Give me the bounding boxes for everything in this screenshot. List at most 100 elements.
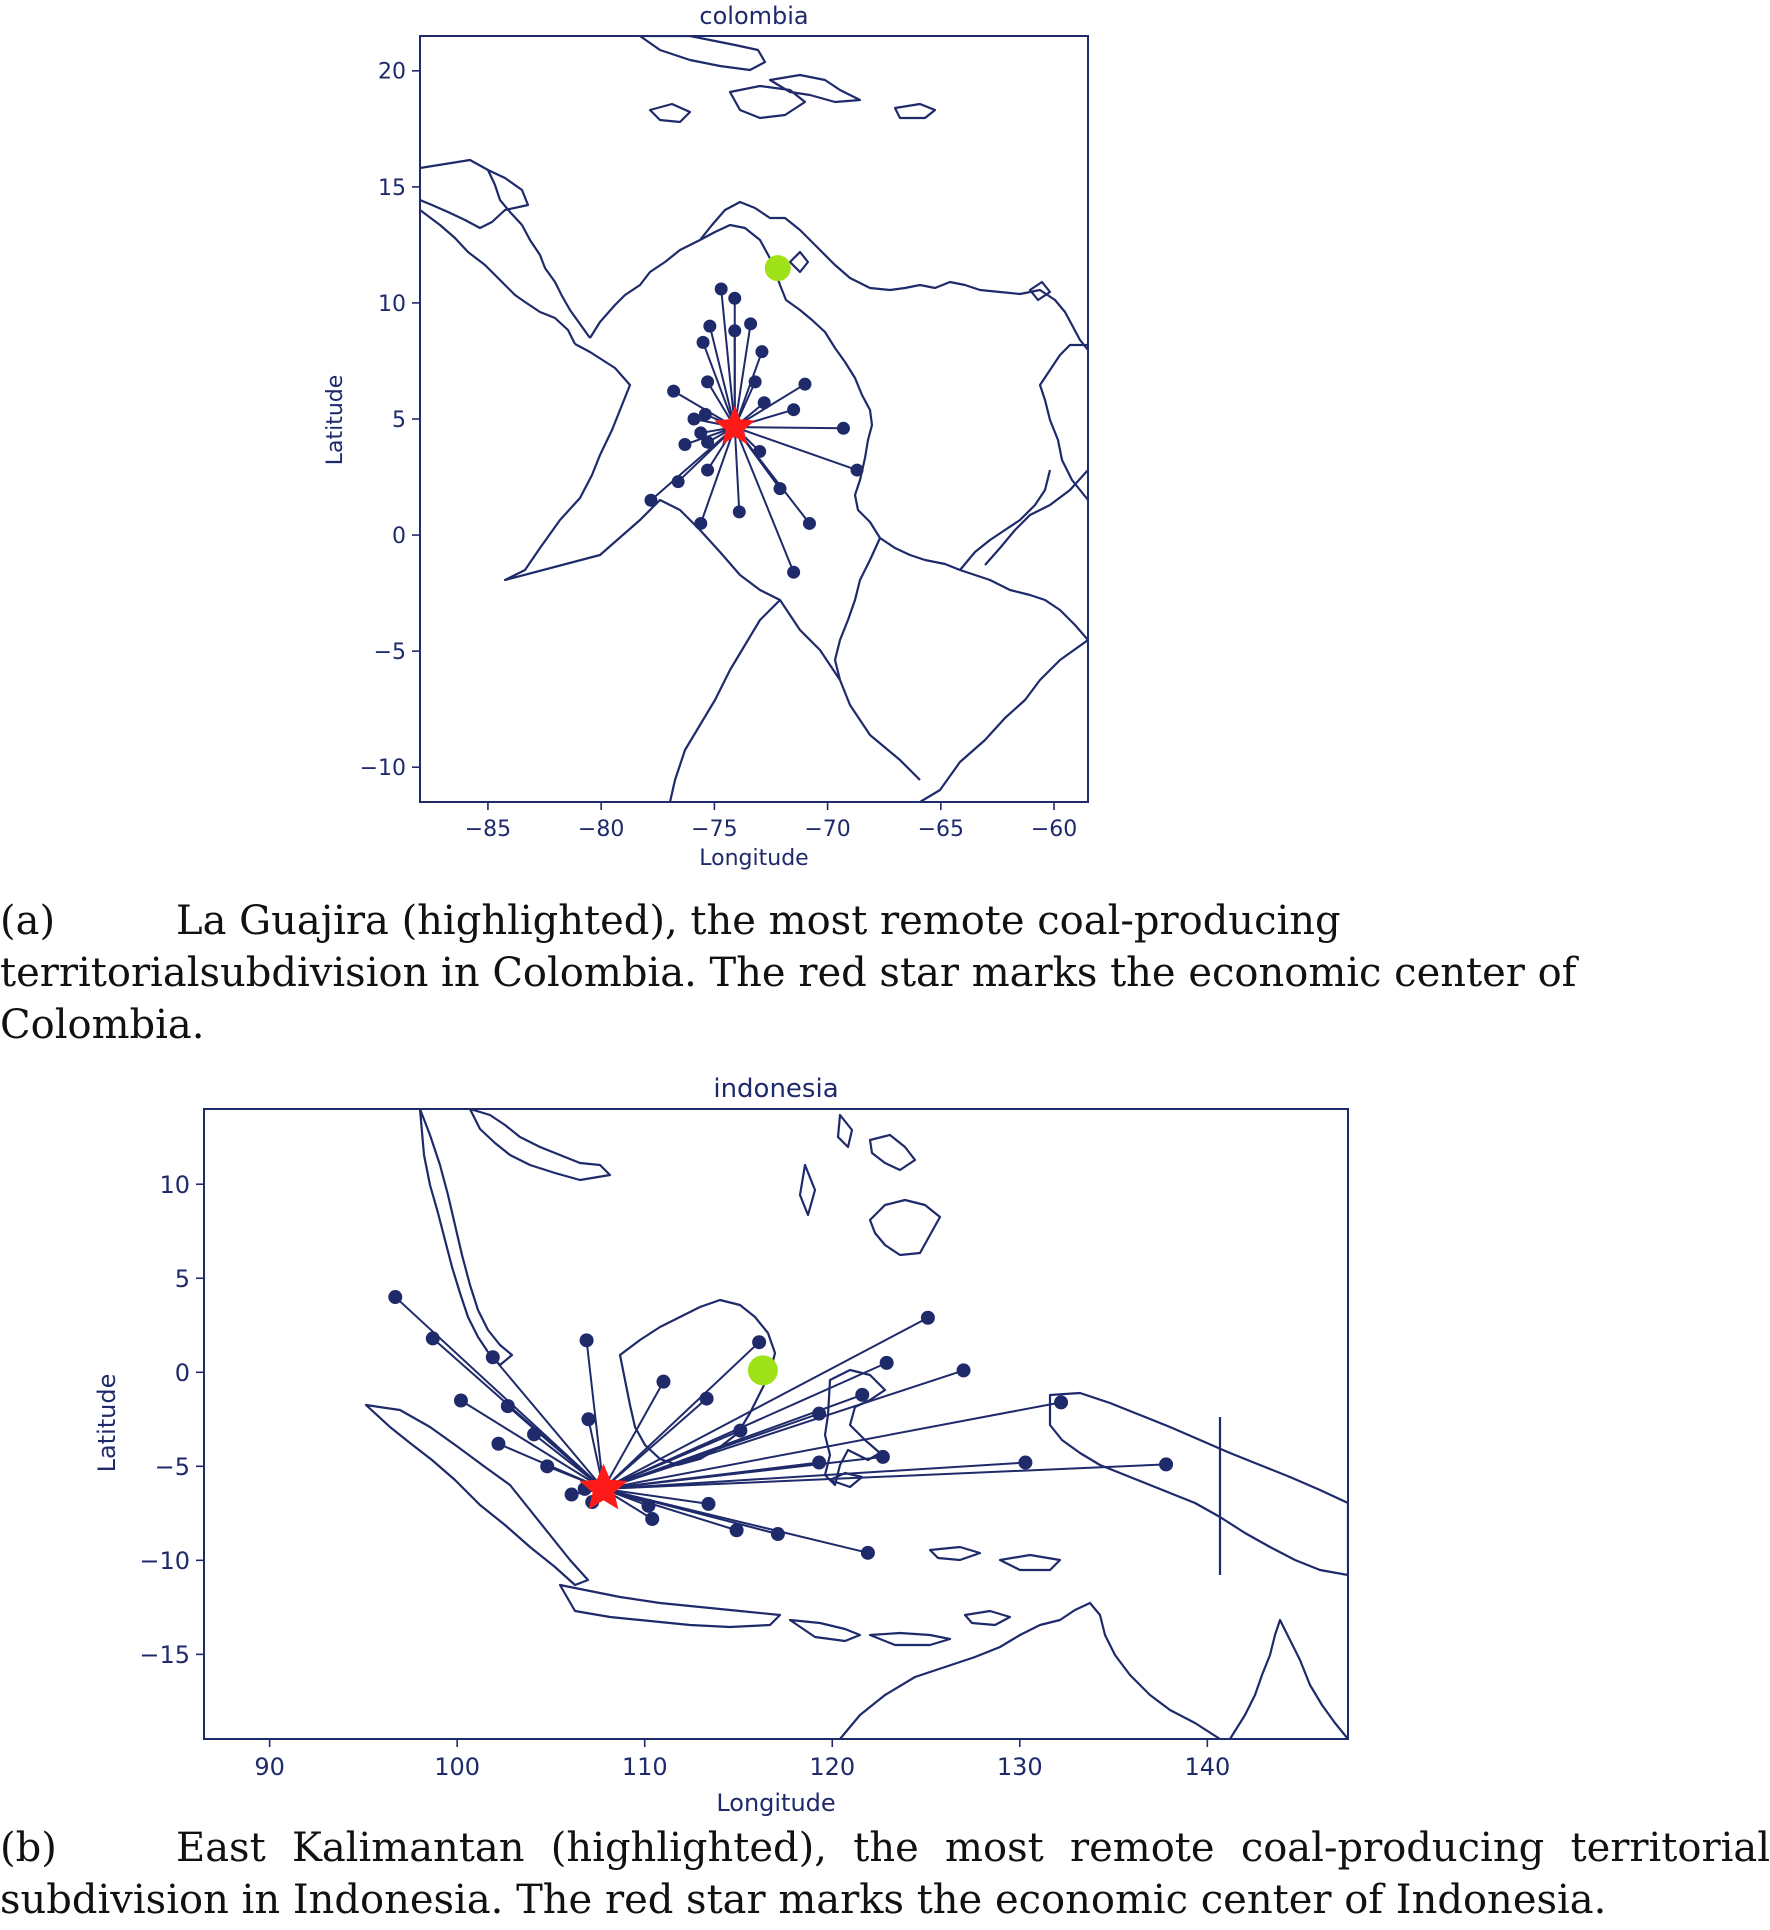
axis-ticks: −85 −80 −75 −70 −65 −60 20 15 10 5 0 −5 −10 (360, 60, 1078, 842)
y-tick-label: −15 (139, 1641, 190, 1669)
x-axis-label: Longitude (699, 846, 808, 870)
highlight-and-center-markers (579, 1355, 778, 1510)
connector-line (603, 1463, 1167, 1490)
subdivision-point (667, 384, 681, 398)
subdivision-point (485, 1350, 500, 1365)
subdivision-point (728, 291, 742, 305)
subdivision-point (744, 317, 758, 331)
subdivision-point (812, 1406, 827, 1421)
subdivision-point (770, 1527, 785, 1542)
y-tick-label: −10 (139, 1547, 190, 1575)
y-tick-label: 5 (392, 408, 406, 433)
connector-line (603, 1401, 1062, 1490)
highlight-and-center-markers (714, 255, 791, 445)
y-tick-label: −10 (360, 756, 406, 781)
y-tick-label: 5 (175, 1265, 190, 1293)
connector-lines (650, 288, 858, 573)
connector-line (733, 323, 752, 428)
x-tick-label: 100 (434, 1753, 480, 1781)
subdivision-point (812, 1455, 827, 1470)
map-figure-indonesia: 90 100 110 120 130 140 10 5 0 −5 −10 −15 indonesia … (0, 1055, 1770, 1820)
caption-b: (b) East Kalimantan (highlighted), the mo… (0, 1822, 1770, 1926)
y-tick-label: 0 (392, 524, 406, 549)
map-title: colombia (699, 2, 808, 30)
x-tick-label: 90 (254, 1753, 285, 1781)
x-tick-label: 140 (1184, 1753, 1230, 1781)
connector-line (602, 1341, 760, 1490)
subdivision-point (956, 1363, 971, 1378)
subdivision-point (728, 324, 742, 338)
map-figure-colombia: −85 −80 −75 −70 −65 −60 20 15 10 5 0 −5 −10 colombia… (0, 0, 1770, 870)
subdivision-point (729, 1523, 744, 1538)
y-tick-label: −5 (374, 640, 406, 665)
y-tick-label: 0 (175, 1359, 190, 1387)
connector-line (603, 1487, 737, 1532)
connector-line (603, 1487, 869, 1554)
subdivision-point (644, 493, 658, 507)
x-tick-label: 110 (622, 1753, 668, 1781)
x-tick-label: −70 (804, 817, 850, 842)
subdivision-point (701, 1496, 716, 1511)
subdivision-point (855, 1387, 870, 1402)
connector-line (702, 342, 736, 428)
subdivision-point (850, 463, 864, 477)
subdivision-point (802, 516, 816, 530)
connector-line (734, 426, 858, 472)
subdivision-point (787, 403, 801, 417)
subdivision-point (752, 1335, 767, 1350)
subdivision-point (491, 1436, 506, 1451)
y-axis-label: Latitude (93, 1374, 121, 1473)
caption-label: (b) (0, 1825, 57, 1871)
connector-line (585, 1340, 605, 1489)
y-tick-label: 20 (378, 60, 406, 85)
subdivision-point (678, 438, 692, 452)
subdivision-point (748, 375, 762, 389)
x-tick-label: −65 (918, 817, 964, 842)
x-tick-label: −80 (578, 817, 624, 842)
x-tick-label: 130 (997, 1753, 1043, 1781)
subdivision-point (564, 1487, 579, 1502)
subdivision-point (714, 282, 728, 296)
coastline-layer (420, 36, 1088, 802)
subdivision-point (753, 444, 767, 458)
subdivision-point (698, 407, 712, 421)
connector-line (720, 288, 736, 428)
highlight-point (747, 1355, 778, 1386)
caption-a: (a) La Guajira (highlighted), the most re… (0, 895, 1770, 1051)
map-colombia: −85 −80 −75 −70 −65 −60 20 15 10 5 0 −5 −10 colombia… (323, 2, 1089, 870)
y-axis-label: Latitude (323, 375, 348, 466)
subdivision-point (755, 345, 769, 359)
subdivision-point (696, 335, 710, 349)
subdivision-point (701, 435, 715, 449)
subdivision-point (699, 1391, 714, 1406)
subdivision-point (579, 1333, 594, 1348)
subdivision-point (703, 319, 717, 333)
subdivision-point (701, 375, 715, 389)
y-tick-label: 10 (378, 292, 406, 317)
caption-text: East Kalimantan (highlighted), the most … (0, 1825, 1770, 1923)
connector-line (602, 1381, 665, 1490)
subdivision-point (540, 1459, 555, 1474)
connector-line (733, 427, 741, 512)
subdivision-point (527, 1427, 542, 1442)
subdivision-point (860, 1545, 875, 1560)
highlight-point (764, 255, 791, 282)
subdivision-point (687, 412, 701, 426)
subdivision-point (798, 377, 812, 391)
connector-line (492, 1356, 605, 1490)
subdivision-point (388, 1290, 403, 1305)
subdivision-point (733, 1423, 748, 1438)
connector-line (734, 426, 844, 430)
subdivision-point (581, 1412, 596, 1427)
connector-line (650, 426, 736, 501)
subdivision-point (641, 1498, 656, 1513)
connector-line (603, 1461, 1026, 1490)
plot-frame (203, 1108, 1349, 1740)
subdivision-points (644, 282, 864, 579)
axis-ticks: 90 100 110 120 130 140 10 5 0 −5 −10 −15 (139, 1171, 1230, 1781)
subdivision-point (1054, 1395, 1069, 1410)
subdivision-point (787, 565, 801, 579)
subdivision-point (1159, 1457, 1174, 1472)
connector-line (603, 1487, 709, 1505)
